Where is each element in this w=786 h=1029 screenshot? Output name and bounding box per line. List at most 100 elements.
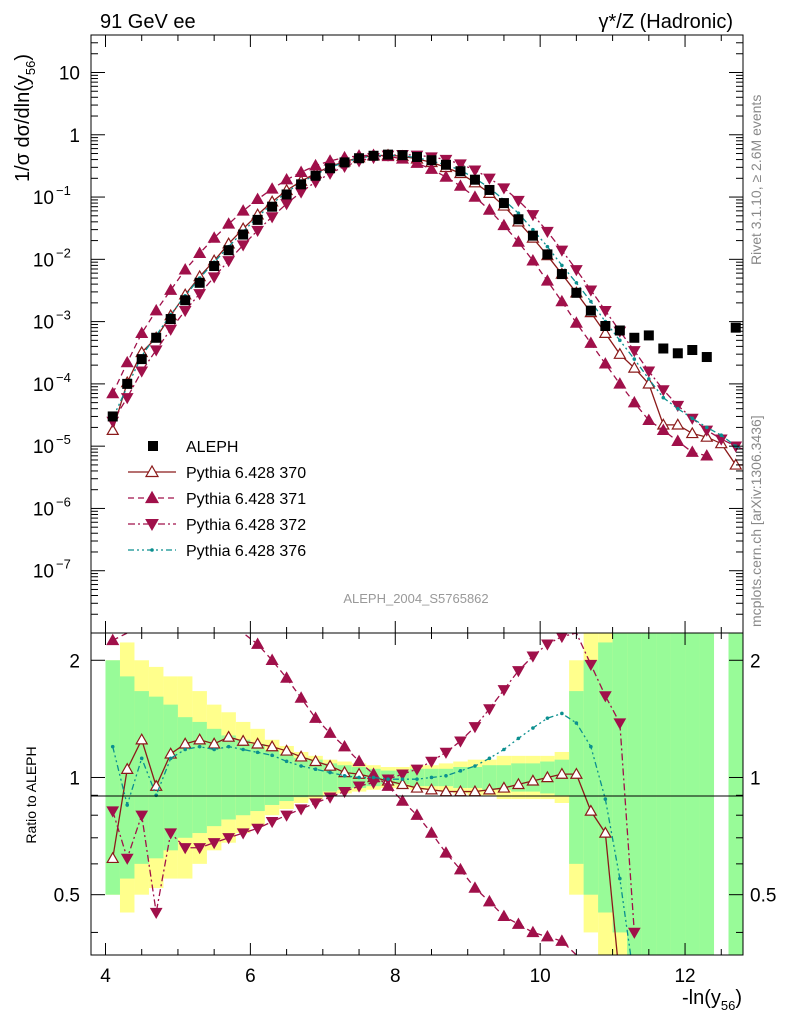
- ratio-marker-2: [512, 666, 525, 678]
- series-marker-1: [540, 274, 554, 286]
- legend-label-0: Pythia 6.428 370: [186, 465, 306, 482]
- series-marker-1: [193, 246, 207, 259]
- ratio-marker-1: [251, 637, 265, 649]
- ratio-marker-0: [251, 737, 265, 749]
- series-marker-2: [468, 165, 482, 177]
- series-marker-2: [627, 346, 641, 358]
- series-marker-2: [120, 393, 134, 405]
- series-marker-2: [642, 366, 656, 378]
- y-tick-label: 10: [59, 63, 80, 84]
- aleph-point: [325, 163, 336, 174]
- series-marker-3: [618, 338, 622, 343]
- ratio-band-inner: [583, 660, 599, 895]
- ratio-marker-1: [555, 934, 569, 946]
- series-marker-0: [613, 347, 627, 359]
- ratio-band-inner: [656, 633, 671, 955]
- series-marker-2: [222, 256, 236, 268]
- aleph-point: [368, 150, 379, 161]
- aleph-point: [730, 322, 741, 333]
- ratio-marker-2: [207, 838, 221, 850]
- ratio-marker-1: [309, 711, 323, 723]
- ratio-marker-2: [556, 633, 568, 644]
- aleph-data-points: [107, 149, 741, 422]
- ratio-marker-2: [584, 659, 598, 672]
- ratio-marker-0: [222, 730, 236, 742]
- ratio-marker-0: [309, 754, 323, 767]
- series-marker-2: [164, 324, 178, 336]
- ratio-marker-1: [294, 691, 308, 703]
- aleph-point: [412, 151, 422, 162]
- aleph-point: [571, 287, 582, 298]
- series-marker-1: [222, 217, 236, 229]
- series-marker-1: [207, 231, 221, 243]
- ratio-marker-3: [241, 747, 245, 752]
- series-marker-1: [584, 336, 598, 348]
- series-marker-1: [685, 445, 699, 457]
- x-tick-label: 6: [245, 966, 256, 987]
- series-marker-2: [570, 265, 583, 277]
- series-marker-2: [584, 285, 598, 297]
- ratio-marker-3: [487, 756, 492, 761]
- ratio-band-inner: [177, 717, 193, 838]
- aleph-point: [107, 411, 118, 422]
- ratio-marker-1: [410, 808, 424, 820]
- ratio-marker-2: [468, 722, 482, 734]
- ratio-marker-3: [473, 764, 477, 768]
- legend: ALEPH Pythia 6.428 370 Pythia 6.428 371 Pyt…: [128, 439, 306, 560]
- ratio-series: [106, 633, 641, 955]
- ratio-marker-0: [540, 770, 554, 783]
- ratio-marker-3: [458, 769, 463, 773]
- legend-marker-1: [144, 490, 160, 504]
- series-marker-1: [453, 179, 468, 191]
- ratio-marker-3: [574, 721, 579, 725]
- series-marker-1: [294, 165, 308, 177]
- ratio-marker-2: [106, 806, 120, 818]
- ratio-tick-label-right: 1: [750, 768, 761, 789]
- ratio-marker-0: [135, 733, 149, 745]
- aleph-point: [455, 166, 466, 177]
- ratio-marker-0: [598, 826, 612, 838]
- series-marker-2: [512, 195, 525, 208]
- ratio-marker-3: [386, 777, 390, 781]
- series-marker-2: [497, 183, 511, 195]
- x-axis-label: -ln(y56): [682, 987, 742, 1013]
- series-marker-2: [251, 225, 264, 238]
- series-marker-1: [526, 254, 540, 266]
- series-marker-3: [690, 416, 695, 421]
- ratio-marker-2: [251, 823, 264, 835]
- series-marker-1: [627, 395, 641, 408]
- series-marker-0: [627, 361, 641, 373]
- series-marker-1: [671, 434, 685, 446]
- ratio-marker-3: [284, 759, 289, 764]
- ratio-marker-3: [429, 775, 434, 780]
- ratio-band-inner: [148, 696, 164, 859]
- ratio-marker-3: [415, 777, 419, 781]
- aleph-point: [600, 321, 611, 332]
- ratio-marker-2: [294, 804, 308, 816]
- aleph-point: [209, 261, 220, 272]
- aleph-point: [658, 343, 669, 354]
- series-marker-0: [729, 458, 743, 470]
- ratio-marker-0: [265, 739, 279, 752]
- y-tick-label: 10: [33, 375, 54, 396]
- aleph-point: [542, 249, 553, 260]
- ratio-marker-1: [338, 739, 352, 752]
- ratio-band-inner: [598, 642, 613, 913]
- ratio-marker-3: [183, 747, 187, 752]
- analysis-label: ALEPH_2004_S5765862: [343, 591, 488, 606]
- y-tick-exponent: −7: [56, 557, 71, 572]
- series-marker-3: [676, 406, 680, 411]
- aleph-point: [151, 332, 162, 343]
- series-marker-3: [589, 299, 593, 304]
- series-marker-2: [656, 385, 670, 397]
- ratio-band-inner: [264, 749, 280, 805]
- series-marker-1: [280, 172, 294, 185]
- ratio-marker-3: [371, 775, 376, 780]
- aleph-point: [614, 325, 625, 336]
- ratio-marker-3: [212, 747, 216, 752]
- series-marker-2: [555, 245, 569, 257]
- ratio-band-inner: [685, 633, 700, 955]
- ratio-marker-0: [106, 851, 120, 864]
- y-tick-exponent: −2: [56, 245, 71, 260]
- ratio-band-inner: [250, 743, 265, 812]
